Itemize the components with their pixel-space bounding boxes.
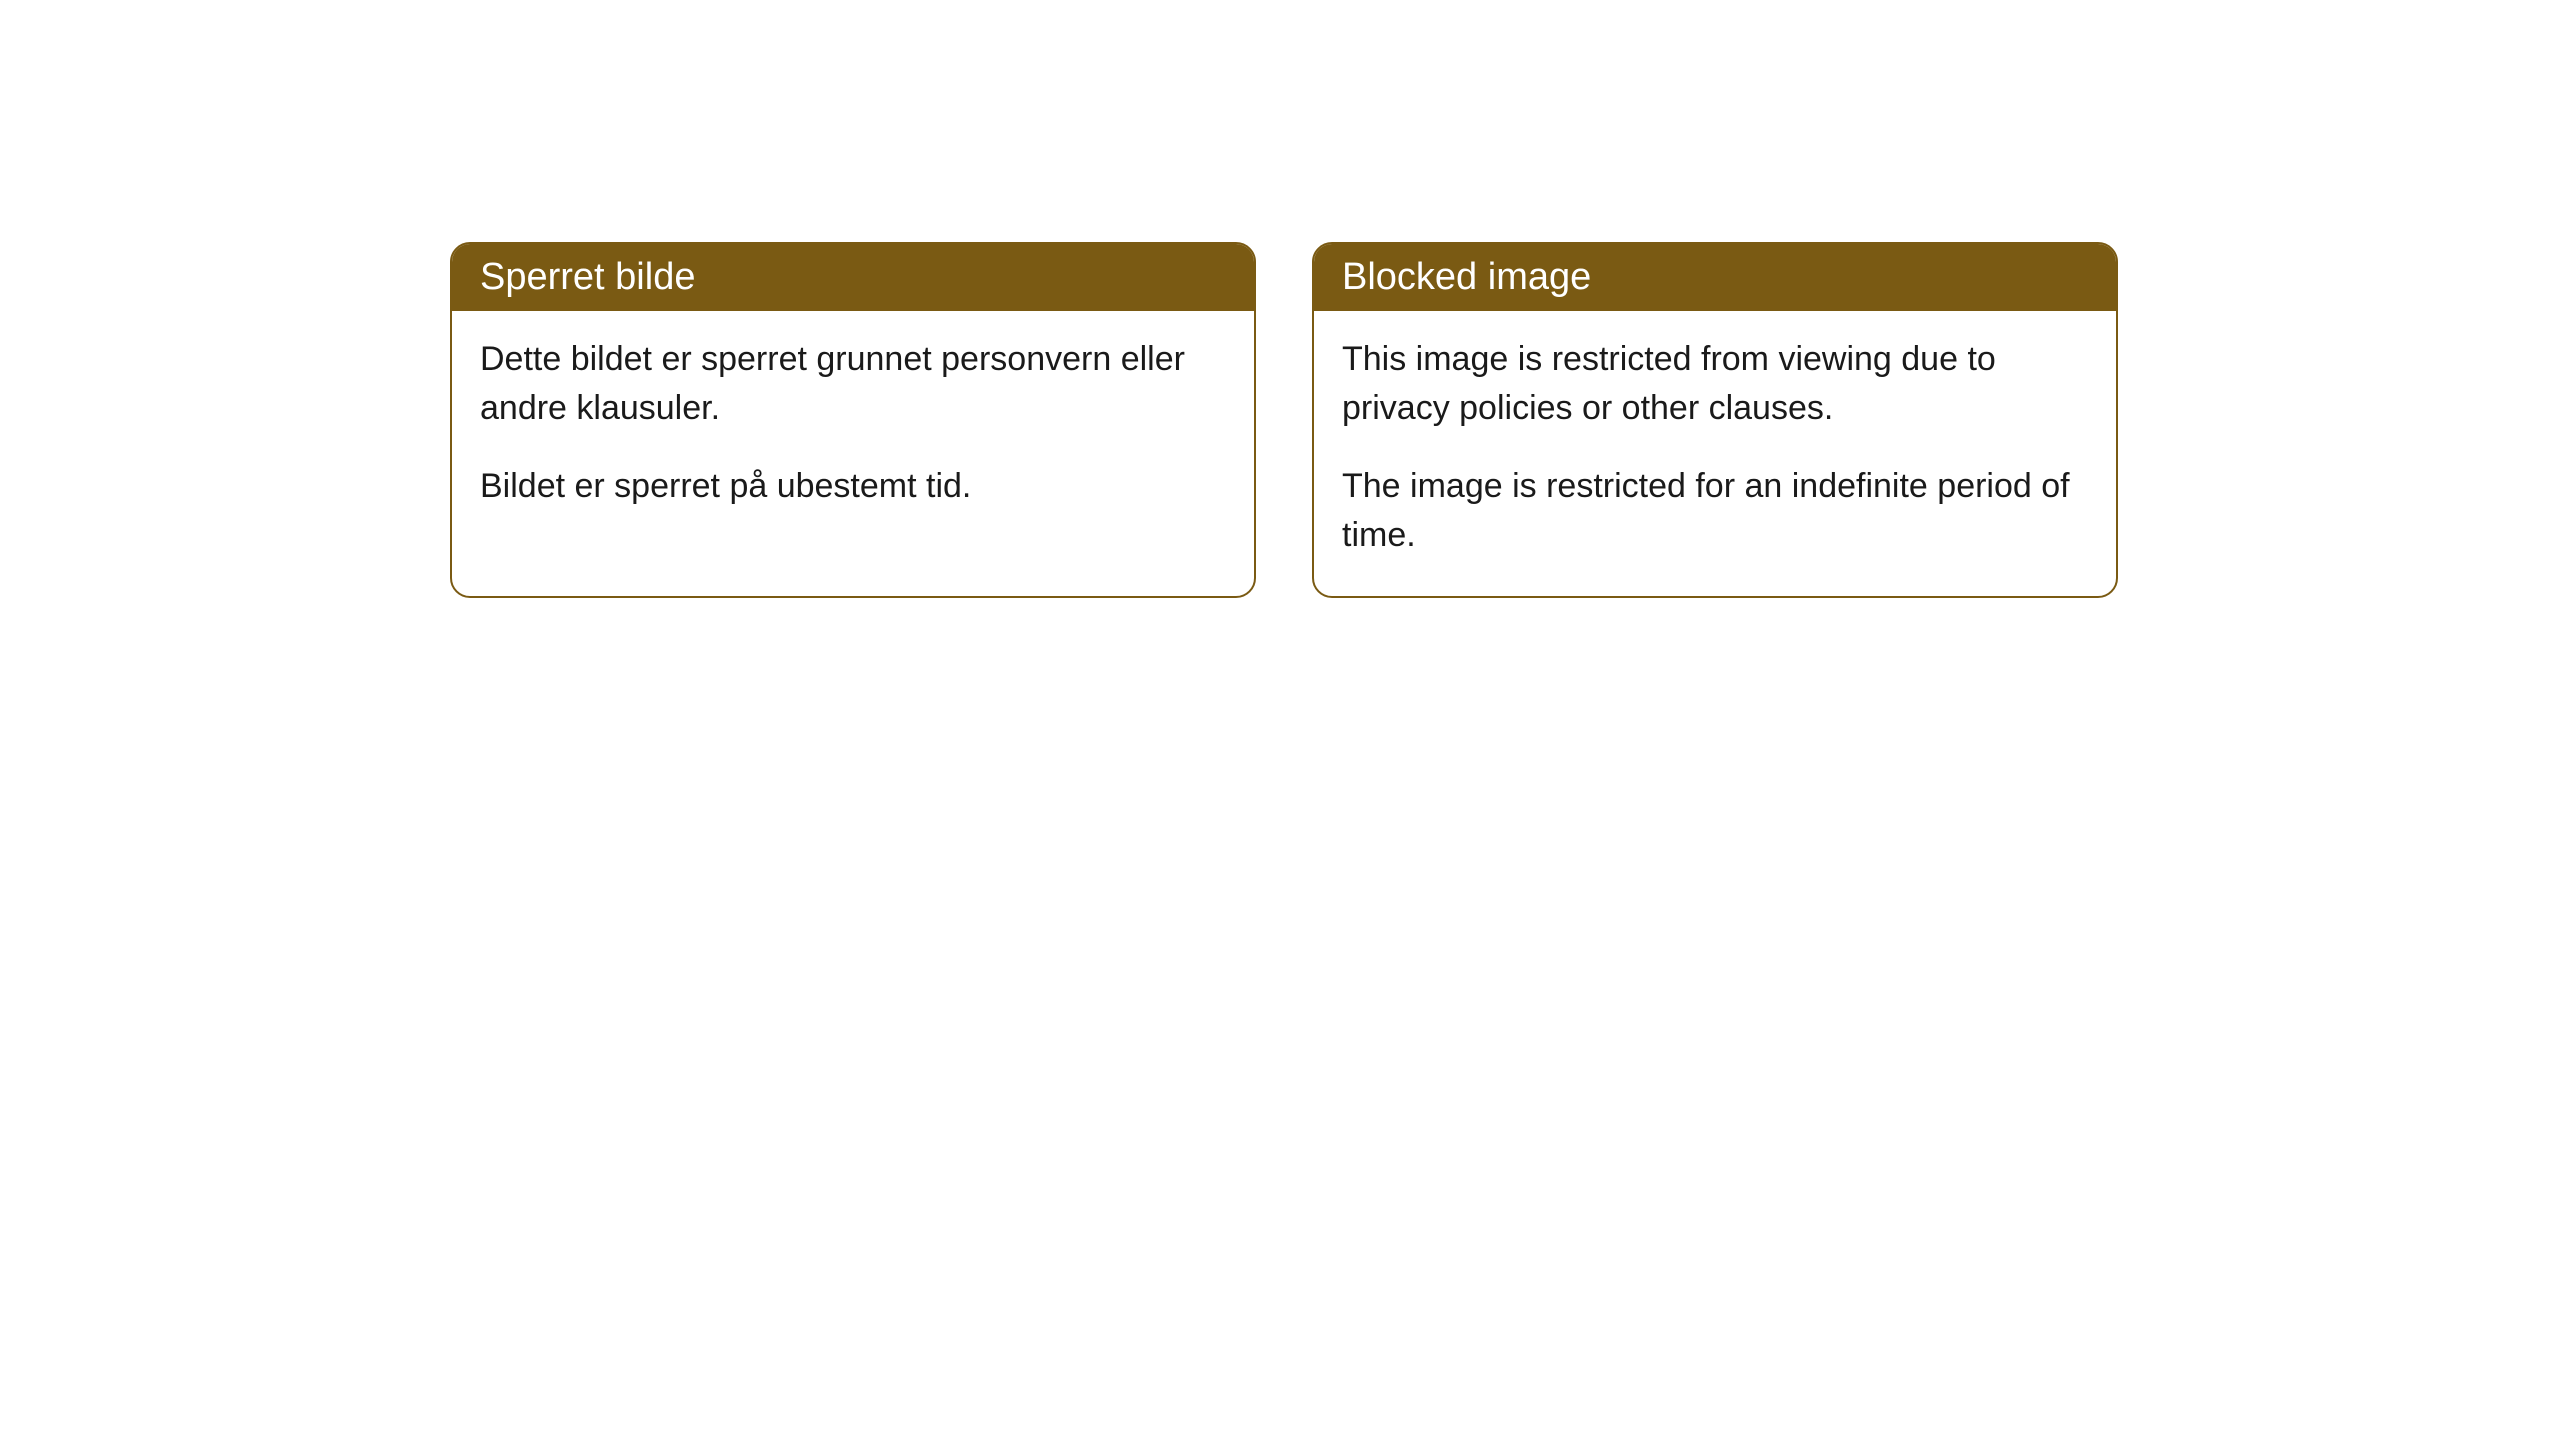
notice-card-norwegian: Sperret bilde Dette bildet er sperret gr… xyxy=(450,242,1256,598)
card-body: This image is restricted from viewing du… xyxy=(1314,311,2116,596)
card-paragraph: The image is restricted for an indefinit… xyxy=(1342,462,2088,561)
notice-card-english: Blocked image This image is restricted f… xyxy=(1312,242,2118,598)
card-paragraph: Bildet er sperret på ubestemt tid. xyxy=(480,462,1226,511)
card-paragraph: Dette bildet er sperret grunnet personve… xyxy=(480,335,1226,434)
card-header: Sperret bilde xyxy=(452,244,1254,311)
card-paragraph: This image is restricted from viewing du… xyxy=(1342,335,2088,434)
card-header: Blocked image xyxy=(1314,244,2116,311)
notice-cards-container: Sperret bilde Dette bildet er sperret gr… xyxy=(450,242,2118,598)
card-body: Dette bildet er sperret grunnet personve… xyxy=(452,311,1254,547)
card-title: Sperret bilde xyxy=(480,256,695,298)
card-title: Blocked image xyxy=(1342,256,1591,298)
